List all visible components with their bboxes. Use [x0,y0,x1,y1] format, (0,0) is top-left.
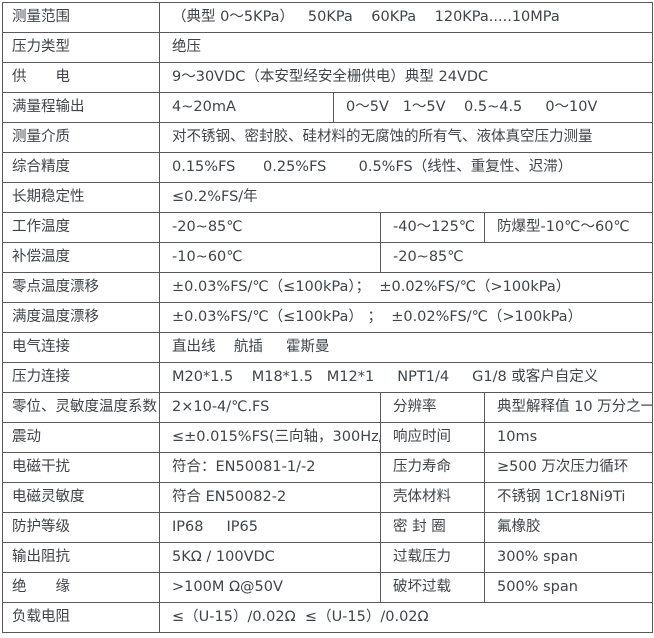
spec-value-cell: -20~85℃ [379,242,654,273]
spec-label-cell: 电气连接 [2,332,160,363]
spec-value-cell: 绝压 [158,32,654,63]
spec-label-cell: 满量程输出 [2,92,160,123]
spec-sublabel-cell: 分辨率 [380,392,485,423]
spec-label-cell: 综合精度 [2,152,160,183]
spec-row: 补偿温度 -10~60℃ -20~85℃ [2,242,654,273]
spec-row: 供 电 9～30VDC（本安型经安全栅供电）典型 24VDC [2,62,654,93]
spec-label-cell: 长期稳定性 [2,182,160,213]
spec-value-cell: 2×10-4/℃.FS [159,392,381,423]
spec-row: 电磁干扰 符合：EN50081-1/-2 压力寿命 ≥500 万次压力循环 [2,452,654,483]
spec-value-cell: ±0.03%FS/℃（≤100kPa）； ±0.02%FS/℃（>100kPa） [158,272,654,303]
spec-row: 压力类型 绝压 [2,32,654,63]
spec-value-cell: 500% span [483,572,654,603]
spec-label-cell: 零点温度漂移 [2,272,160,303]
spec-value-cell: ≤0.2%FS/年 [158,182,654,213]
spec-label-cell: 震动 [2,422,160,453]
spec-sublabel-cell: 过载压力 [380,542,485,573]
spec-value-cell: ≥500 万次压力循环 [483,452,654,483]
spec-value-cell: 4~20mA [159,92,334,123]
spec-label-cell: 压力连接 [2,362,160,393]
spec-sublabel-cell: 破坏过载 [380,572,485,603]
spec-value-cell: ±0.03%FS/℃（≤100kPa） ； ±0.02%FS/℃（>100kPa… [158,302,654,333]
spec-label-cell: 零位、灵敏度温度系数 [2,392,160,423]
spec-value-cell: 10ms [483,422,654,453]
spec-value-cell: 9～30VDC（本安型经安全栅供电）典型 24VDC [158,62,654,93]
spec-sublabel-cell: 压力寿命 [380,452,485,483]
spec-sublabel-cell: 响应时间 [380,422,485,453]
spec-row: 压力连接 M20*1.5 M18*1.5 M12*1 NPT1/4 G1/8 或客… [2,362,654,393]
spec-sublabel-cell: 壳体材料 [380,482,485,513]
spec-value-cell: -40～125℃ [380,212,485,243]
spec-value-cell: 对不锈钢、密封胶、硅材料的无腐蚀的所有气、液体真空压力测量 [158,122,654,153]
spec-value-cell: >100M Ω@50V [159,572,381,603]
spec-label-cell: 补偿温度 [2,242,160,273]
spec-row: 防护等级 IP68 IP65 密 封 圈氟橡胶 [2,512,654,543]
spec-value-cell: 防爆型-10℃～60℃ [483,212,654,243]
spec-row: 绝 缘 >100M Ω@50V 破坏过载 500% span [2,572,654,603]
spec-label-cell: 输出阻抗 [2,542,160,573]
spec-value-cell: 氟橡胶 [483,512,654,543]
spec-label-cell: 电磁灵敏度 [2,482,160,513]
spec-label-cell: 防护等级 [2,512,160,543]
spec-label-cell: 工作温度 [2,212,160,243]
spec-value-cell: 不锈钢 1Cr18Ni9Ti [483,482,654,513]
spec-value-cell: M20*1.5 M18*1.5 M12*1 NPT1/4 G1/8 或客户自定义 [158,362,654,393]
spec-value-cell: ≤±0.015%FS(三向轴，300Hz/g) [159,422,381,453]
spec-row: 电磁灵敏度 符合 EN50082-2 壳体材料 不锈钢 1Cr18Ni9Ti [2,482,654,513]
spec-label-cell: 供 电 [2,62,160,93]
spec-value-cell: 0.15%FS 0.25%FS 0.5%FS（线性、重复性、迟滞） [158,152,654,183]
spec-value-cell: 符合 EN50082-2 [159,482,381,513]
spec-row: 满量程输出 4~20mA 0～5V 1～5V 0.5~4.5 0～10V [2,92,654,123]
spec-row: 测量范围 （典型 0～5KPa） 50KPa 60KPa 120KPa.....1… [2,2,654,33]
spec-value-cell: ≤（U-15）/0.02Ω ≤（U-15）/0.02Ω [158,602,654,633]
spec-value-cell: 直出线 航插 霍斯曼 [158,332,654,363]
spec-value-cell: 典型解释值 10 万分之一 [483,392,654,423]
spec-label-cell: 测量范围 [2,2,160,33]
spec-row: 电气连接 直出线 航插 霍斯曼 [2,332,654,363]
spec-label-cell: 测量介质 [2,122,160,153]
spec-row: 零点温度漂移 ±0.03%FS/℃（≤100kPa）； ±0.02%FS/℃（>1… [2,272,654,303]
spec-label-cell: 绝 缘 [2,572,160,603]
spec-label-cell: 负载电阻 [2,602,160,633]
spec-sublabel-cell: 密 封 圈 [380,512,485,543]
spec-row: 长期稳定性 ≤0.2%FS/年 [2,182,654,213]
spec-row: 震动 ≤±0.015%FS(三向轴，300Hz/g) 响应时间 10ms [2,422,654,453]
spec-row: 综合精度 0.15%FS 0.25%FS 0.5%FS（线性、重复性、迟滞） [2,152,654,183]
spec-value-cell: -20~85℃ [159,212,381,243]
spec-value-cell: 5KΩ / 100VDC [159,542,381,573]
spec-value-cell: 0～5V 1～5V 0.5~4.5 0～10V [332,92,654,123]
spec-value-cell: IP68 IP65 [159,512,381,543]
spec-row: 输出阻抗 5KΩ / 100VDC 过载压力 300% span [2,542,654,573]
spec-label-cell: 压力类型 [2,32,160,63]
spec-value-cell: 300% span [483,542,654,573]
spec-label-cell: 满度温度漂移 [2,302,160,333]
spec-value-cell: （典型 0～5KPa） 50KPa 60KPa 120KPa.....10MPa [158,2,654,33]
spec-row: 零位、灵敏度温度系数 2×10-4/℃.FS 分辨率 典型解释值 10 万分之一 [2,392,654,423]
spec-row: 负载电阻 ≤（U-15）/0.02Ω ≤（U-15）/0.02Ω [2,602,654,633]
spec-label-cell: 电磁干扰 [2,452,160,483]
spec-value-cell: -10~60℃ [159,242,381,273]
spec-row: 满度温度漂移 ±0.03%FS/℃（≤100kPa） ； ±0.02%FS/℃（>… [2,302,654,333]
spec-value-cell: 符合：EN50081-1/-2 [159,452,381,483]
spec-row: 工作温度 -20~85℃ -40～125℃ 防爆型-10℃～60℃ [2,212,654,243]
spec-row: 测量介质 对不锈钢、密封胶、硅材料的无腐蚀的所有气、液体真空压力测量 [2,122,654,153]
